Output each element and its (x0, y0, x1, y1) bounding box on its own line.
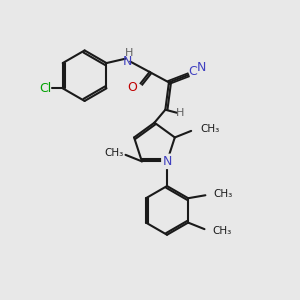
Text: CH₃: CH₃ (200, 124, 219, 134)
Text: N: N (162, 155, 172, 168)
Text: Cl: Cl (39, 82, 51, 95)
Text: CH₃: CH₃ (213, 226, 232, 236)
Text: C: C (188, 65, 197, 78)
Text: H: H (176, 108, 184, 118)
Text: O: O (128, 81, 137, 94)
Text: CH₃: CH₃ (214, 189, 233, 199)
Text: CH₃: CH₃ (105, 148, 124, 158)
Text: H: H (124, 48, 133, 58)
Text: N: N (123, 55, 132, 68)
Text: N: N (196, 61, 206, 74)
